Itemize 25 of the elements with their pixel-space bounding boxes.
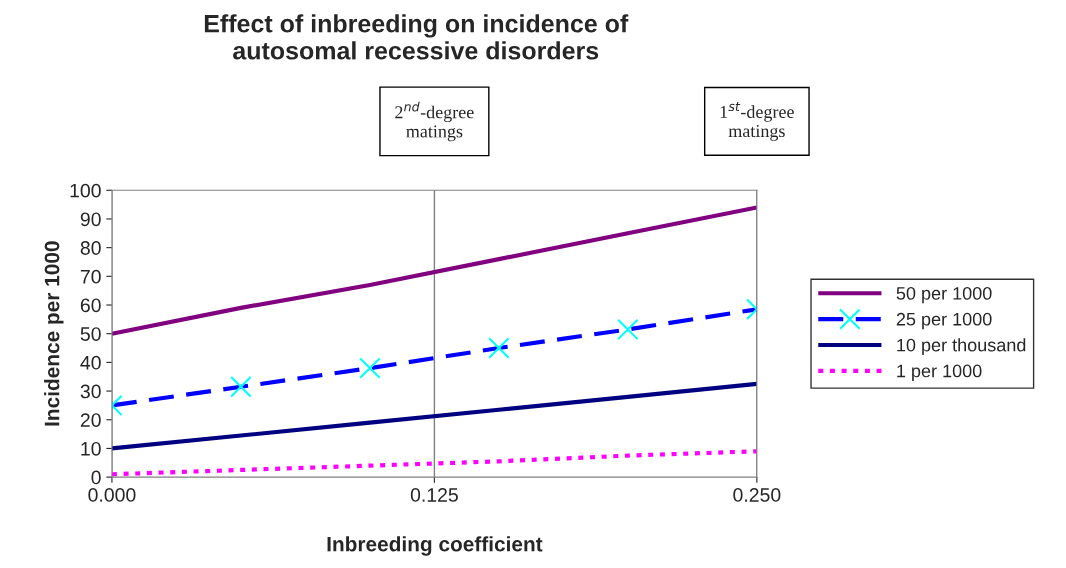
y-tick-label: 70: [80, 269, 101, 284]
y-tick-label: 60: [80, 298, 101, 313]
y-tick-label: 40: [80, 355, 101, 370]
line-series: [111, 205, 757, 336]
y-tick-label: 100: [70, 183, 101, 198]
y-tick-label: 50: [80, 327, 101, 341]
text: 2$^{nd}$-degree matings: [395, 101, 474, 142]
chart-title: Effect of inbreeding on incidence of autosomal recessive disorders: [204, 14, 629, 60]
x-tick-label: 0.125: [410, 488, 458, 502]
x-tick-label: 0.000: [88, 488, 136, 502]
y-tick-label: 80: [80, 241, 101, 255]
y-tick-label: 0: [91, 470, 101, 485]
text: 1$^{st}$-degree matings: [720, 102, 794, 141]
x-axis-title: Inbreeding coefficient: [327, 536, 543, 556]
legend-label: 50 per 1000: [896, 286, 992, 304]
y-tick-label: 30: [80, 384, 101, 399]
y-tick-label: 10: [81, 441, 101, 456]
legend-label: 25 per 1000: [896, 312, 992, 330]
legend-label: 10 per thousand: [897, 338, 1026, 356]
y-tick-label: 20: [80, 413, 101, 427]
y-tick-label: 90: [80, 212, 101, 227]
x-tick-label: 0.250: [733, 488, 781, 502]
line-series: [111, 381, 757, 451]
legend-label: 1 per 1000: [897, 364, 982, 381]
y-axis-title: Incidence per 1000: [44, 241, 64, 426]
